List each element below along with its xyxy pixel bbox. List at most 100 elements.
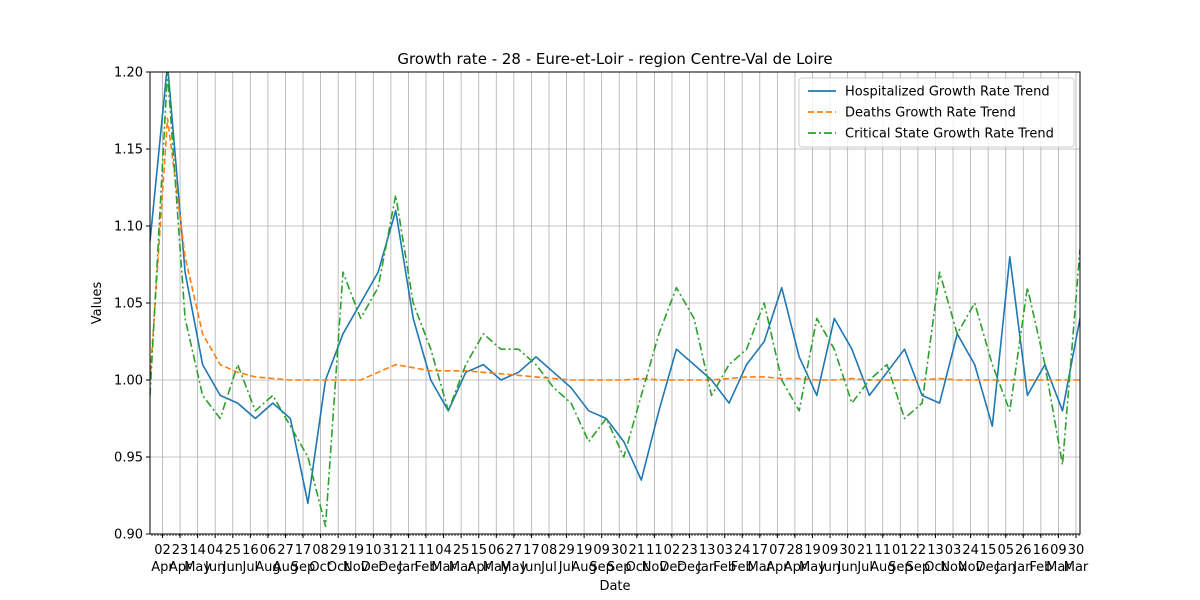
x-tick-month-label: Jan: [995, 560, 1016, 575]
y-tick-label: 1.15: [114, 143, 143, 158]
y-axis-title: Values: [90, 282, 105, 325]
grid: [150, 71, 1080, 535]
x-tick-month-label: Mar: [748, 560, 773, 575]
x-tick-day-label: 02: [664, 543, 681, 558]
y-tick-label: 0.90: [114, 528, 143, 543]
x-tick-month-label: Dec: [361, 560, 386, 575]
x-tick-day-label: 22: [910, 543, 927, 558]
x-tick-month-label: Aug: [255, 560, 280, 575]
x-tick-day-label: 10: [365, 543, 382, 558]
x-tick-month-label: Feb: [1029, 560, 1052, 575]
x-tick-day-label: 21: [857, 543, 874, 558]
x-tick-month-label: Nov: [642, 560, 668, 575]
x-tick-day-label: 17: [752, 543, 769, 558]
x-tick-day-label: 13: [927, 543, 944, 558]
x-tick-day-label: 30: [611, 543, 628, 558]
y-tick-label: 1.10: [114, 220, 143, 235]
x-tick-day-label: 11: [418, 543, 435, 558]
y-tick-label: 1.20: [114, 66, 143, 81]
x-tick-day-label: 15: [470, 543, 487, 558]
x-tick-day-label: 24: [962, 543, 979, 558]
x-tick-month-label: Jul: [558, 560, 575, 575]
x-tick-day-label: 04: [435, 543, 452, 558]
x-axis-title: Date: [599, 579, 630, 594]
x-tick-day-label: 24: [734, 543, 751, 558]
x-tick-month-label: Sep: [906, 560, 931, 575]
x-tick-month-label: May: [799, 560, 826, 575]
x-tick-day-label: 01: [892, 543, 909, 558]
x-tick-day-label: 17: [295, 543, 312, 558]
series-line-1: [150, 72, 1080, 505]
x-tick-month-label: Sep: [607, 560, 632, 575]
x-tick-day-label: 06: [260, 543, 277, 558]
x-tick-month-label: Oct: [924, 560, 946, 575]
x-tick-day-label: 04: [207, 543, 224, 558]
x-tick-month-label: Nov: [343, 560, 369, 575]
series-layer: [150, 72, 1080, 528]
x-tick-day-label: 23: [681, 543, 698, 558]
series-line-2: [150, 117, 1080, 381]
x-tick-day-label: 17: [523, 543, 540, 558]
x-tick-day-label: 08: [541, 543, 558, 558]
x-tick-month-label: Nov: [940, 560, 966, 575]
x-tick-day-label: 16: [1033, 543, 1050, 558]
x-tick-day-label: 05: [997, 543, 1014, 558]
x-axis: 02Apr23Apr14May04Jun25Jun16Jul06Aug27Aug…: [151, 534, 1089, 575]
x-tick-day-label: 19: [347, 543, 364, 558]
x-tick-month-label: Apr: [151, 560, 174, 575]
x-tick-month-label: Sep: [589, 560, 614, 575]
x-tick-day-label: 28: [787, 543, 804, 558]
x-tick-month-label: Jun: [836, 560, 857, 575]
x-tick-month-label: Jul: [241, 560, 258, 575]
x-tick-month-label: Feb: [731, 560, 754, 575]
x-tick-month-label: Jun: [204, 560, 225, 575]
x-tick-day-label: 13: [699, 543, 716, 558]
x-tick-day-label: 15: [980, 543, 997, 558]
x-tick-month-label: Jan: [397, 560, 418, 575]
x-tick-month-label: Aug: [571, 560, 596, 575]
x-tick-day-label: 31: [383, 543, 400, 558]
x-tick-day-label: 27: [506, 543, 523, 558]
x-tick-day-label: 26: [1015, 543, 1032, 558]
x-tick-month-label: Dec: [976, 560, 1001, 575]
x-tick-month-label: May: [500, 560, 527, 575]
x-tick-month-label: Jul: [856, 560, 873, 575]
x-tick-month-label: May: [184, 560, 211, 575]
x-tick-month-label: Dec: [659, 560, 684, 575]
series-line-3: [150, 72, 1080, 528]
chart-title: Growth rate - 28 - Eure-et-Loir - region…: [397, 50, 832, 68]
x-tick-month-label: Apr: [169, 560, 192, 575]
x-tick-day-label: 11: [646, 543, 663, 558]
x-tick-month-label: Oct: [327, 560, 349, 575]
x-tick-day-label: 30: [1068, 543, 1085, 558]
x-tick-month-label: Mar: [1064, 560, 1089, 575]
x-tick-month-label: Jun: [520, 560, 541, 575]
x-tick-day-label: 19: [804, 543, 821, 558]
y-axis: 0.90 0.95 1.00 1.05 1.10 1.15 1.20: [114, 66, 150, 543]
x-tick-month-label: Jul: [540, 560, 557, 575]
x-tick-day-label: 07: [769, 543, 786, 558]
x-tick-day-label: 11: [874, 543, 891, 558]
x-tick-day-label: 29: [558, 543, 575, 558]
x-tick-month-label: Oct: [626, 560, 648, 575]
x-tick-day-label: 02: [154, 543, 171, 558]
x-tick-day-label: 14: [189, 543, 206, 558]
legend-frame: [798, 77, 1075, 148]
x-tick-month-label: Oct: [309, 560, 331, 575]
legend: Hospitalized Growth Rate Trend Deaths Gro…: [798, 77, 1075, 148]
x-tick-month-label: Feb: [414, 560, 437, 575]
x-tick-day-label: 21: [629, 543, 646, 558]
x-tick-month-label: Sep: [291, 560, 316, 575]
x-tick-month-label: Aug: [870, 560, 895, 575]
x-tick-day-label: 03: [945, 543, 962, 558]
y-tick-label: 0.95: [114, 451, 143, 466]
x-tick-day-label: 03: [716, 543, 733, 558]
x-tick-month-label: Apr: [784, 560, 807, 575]
legend-label-2: Deaths Growth Rate Trend: [845, 106, 1016, 121]
x-tick-day-label: 30: [839, 543, 856, 558]
x-tick-day-label: 29: [330, 543, 347, 558]
x-tick-month-label: Jun: [222, 560, 243, 575]
x-tick-day-label: 23: [172, 543, 189, 558]
x-tick-month-label: Jan: [1012, 560, 1033, 575]
y-tick-label: 1.00: [114, 374, 143, 389]
